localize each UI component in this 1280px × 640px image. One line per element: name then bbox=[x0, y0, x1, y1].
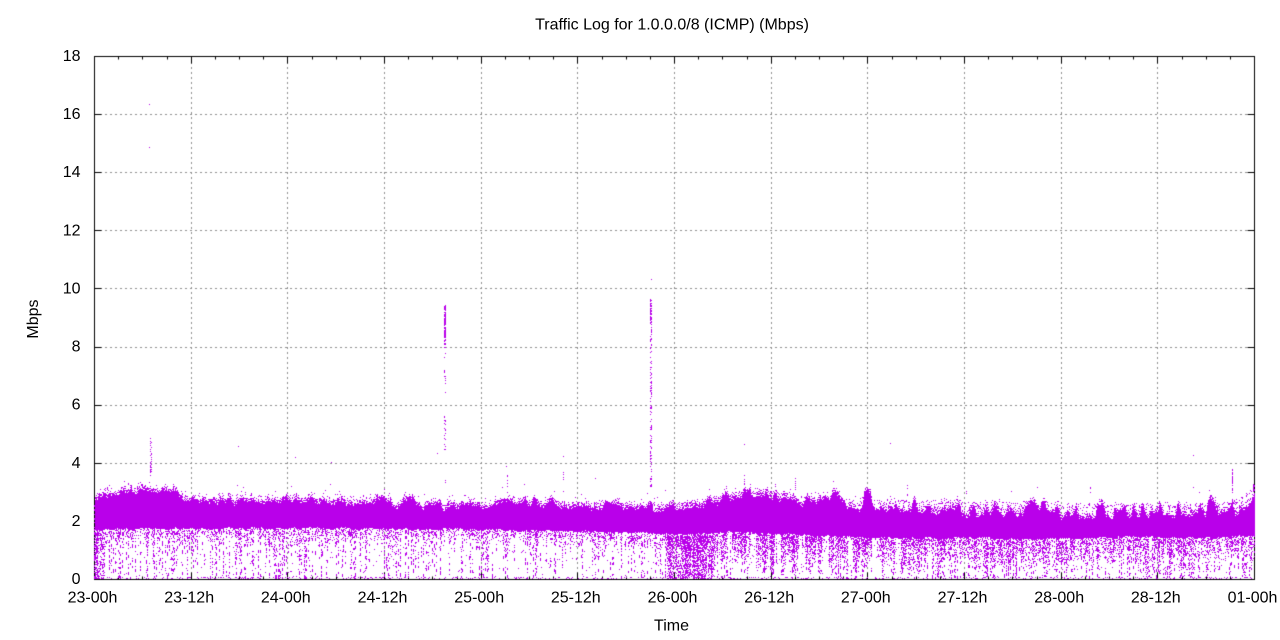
svg-text:24-00h: 24-00h bbox=[261, 590, 311, 607]
svg-text:27-12h: 27-12h bbox=[938, 590, 988, 607]
svg-text:18: 18 bbox=[63, 48, 81, 65]
svg-text:26-12h: 26-12h bbox=[744, 590, 794, 607]
svg-text:8: 8 bbox=[72, 339, 81, 356]
svg-text:23-12h: 23-12h bbox=[164, 590, 214, 607]
svg-text:4: 4 bbox=[72, 455, 81, 472]
svg-text:6: 6 bbox=[72, 397, 81, 414]
svg-text:28-00h: 28-00h bbox=[1034, 590, 1084, 607]
svg-text:Traffic Log for 1.0.0.0/8 (ICM: Traffic Log for 1.0.0.0/8 (ICMP) (Mbps) bbox=[535, 17, 809, 34]
svg-text:Mbps: Mbps bbox=[25, 299, 42, 338]
svg-text:2: 2 bbox=[72, 513, 81, 530]
svg-text:16: 16 bbox=[63, 106, 81, 123]
svg-text:14: 14 bbox=[63, 164, 81, 181]
svg-text:25-12h: 25-12h bbox=[551, 590, 601, 607]
svg-text:01-00h: 01-00h bbox=[1228, 590, 1278, 607]
svg-text:24-12h: 24-12h bbox=[358, 590, 408, 607]
svg-text:23-00h: 23-00h bbox=[68, 590, 118, 607]
svg-text:27-00h: 27-00h bbox=[841, 590, 891, 607]
svg-text:25-00h: 25-00h bbox=[454, 590, 504, 607]
svg-text:10: 10 bbox=[63, 280, 81, 297]
svg-text:12: 12 bbox=[63, 222, 81, 239]
svg-text:28-12h: 28-12h bbox=[1131, 590, 1181, 607]
svg-text:Time: Time bbox=[654, 618, 689, 635]
svg-text:26-00h: 26-00h bbox=[648, 590, 698, 607]
svg-text:0: 0 bbox=[72, 571, 81, 588]
